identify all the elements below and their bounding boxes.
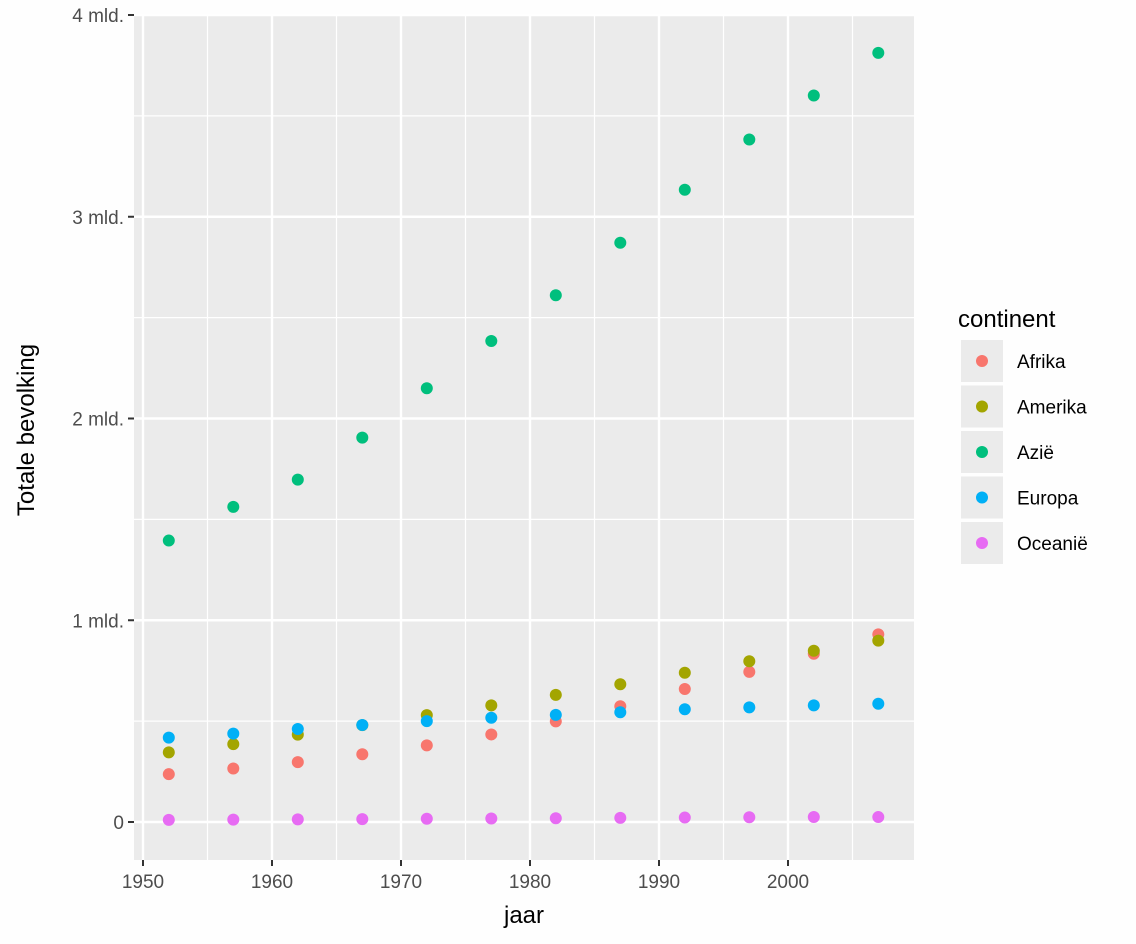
data-point <box>162 534 175 547</box>
data-point <box>162 746 175 759</box>
data-point <box>614 706 627 719</box>
data-point <box>678 811 691 824</box>
legend-item: Azië <box>961 431 1054 473</box>
data-point <box>356 748 369 761</box>
data-point <box>227 727 240 740</box>
data-point <box>872 634 885 647</box>
data-point <box>872 697 885 710</box>
x-axis: 1950 1960 1970 1980 1990 2000 <box>122 860 809 893</box>
data-point <box>549 812 562 825</box>
y-axis: 0 1 mld. 2 mld. 3 mld. 4 mld. <box>72 6 134 834</box>
legend-label: Oceanië <box>1017 534 1088 555</box>
data-point <box>807 89 820 102</box>
legend-item: Amerika <box>961 385 1087 428</box>
x-axis-title: jaar <box>503 902 544 929</box>
data-point <box>549 708 562 721</box>
x-tick-label: 2000 <box>767 872 809 893</box>
data-point <box>162 768 175 781</box>
legend-item: Oceanië <box>961 522 1088 564</box>
x-tick-label: 1970 <box>380 872 422 893</box>
legend-title: continent <box>958 306 1056 333</box>
data-point <box>743 701 756 714</box>
data-point <box>549 289 562 302</box>
data-point <box>485 728 498 741</box>
data-point <box>549 688 562 701</box>
data-point <box>420 812 433 825</box>
data-point <box>485 711 498 724</box>
legend-label: Azië <box>1017 443 1054 464</box>
data-point <box>291 473 304 486</box>
y-tick-label: 0 <box>113 813 124 834</box>
data-point <box>872 46 885 59</box>
data-point <box>420 382 433 395</box>
data-point <box>807 644 820 657</box>
data-point <box>807 699 820 712</box>
data-point <box>485 699 498 712</box>
legend-item: Afrika <box>961 340 1066 382</box>
y-tick-label: 3 mld. <box>72 208 124 229</box>
data-point <box>743 811 756 824</box>
legend-item: Europa <box>961 476 1079 519</box>
data-point <box>743 133 756 146</box>
data-point <box>743 655 756 668</box>
data-point <box>356 431 369 444</box>
data-point <box>678 183 691 196</box>
data-point <box>420 715 433 728</box>
data-point <box>678 703 691 716</box>
data-point <box>420 739 433 752</box>
legend-label: Europa <box>1017 489 1079 510</box>
y-tick-label: 1 mld. <box>72 611 124 632</box>
legend-label: Amerika <box>1017 398 1087 419</box>
plot-panel <box>134 15 914 860</box>
data-point <box>356 813 369 826</box>
data-point <box>227 738 240 751</box>
data-point <box>162 731 175 744</box>
data-point <box>485 335 498 348</box>
data-point <box>291 813 304 826</box>
data-points <box>162 46 885 826</box>
x-tick-label: 1980 <box>509 872 551 893</box>
x-tick-label: 1950 <box>122 872 164 893</box>
data-point <box>872 811 885 824</box>
y-axis-title: Totale bevolking <box>13 344 40 516</box>
y-tick-label: 2 mld. <box>72 410 124 431</box>
data-point <box>743 665 756 678</box>
legend-marker-icon <box>976 355 988 367</box>
data-point <box>614 811 627 824</box>
series-europa <box>162 697 885 744</box>
data-point <box>614 236 627 249</box>
x-tick-label: 1990 <box>638 872 680 893</box>
data-point <box>227 500 240 513</box>
grid-major <box>134 13 914 860</box>
data-point <box>356 718 369 731</box>
legend-label: Afrika <box>1017 352 1066 373</box>
x-tick-label: 1960 <box>251 872 293 893</box>
grid-minor <box>134 15 914 860</box>
y-tick-label: 4 mld. <box>72 6 124 27</box>
data-point <box>162 813 175 826</box>
data-point <box>614 678 627 691</box>
legend-marker-icon <box>976 491 988 504</box>
data-point <box>227 813 240 826</box>
data-point <box>291 756 304 769</box>
data-point <box>291 722 304 735</box>
data-point <box>227 762 240 775</box>
data-point <box>807 810 820 823</box>
legend: continent Afrika Amerika Azië Europa Oceanië <box>958 306 1088 564</box>
legend-marker-icon <box>976 400 988 413</box>
data-point <box>678 666 691 679</box>
series-oceanië <box>162 810 885 826</box>
legend-marker-icon <box>976 537 988 549</box>
data-point <box>485 812 498 825</box>
legend-marker-icon <box>976 446 988 458</box>
series-azië <box>162 46 885 547</box>
data-point <box>678 683 691 696</box>
